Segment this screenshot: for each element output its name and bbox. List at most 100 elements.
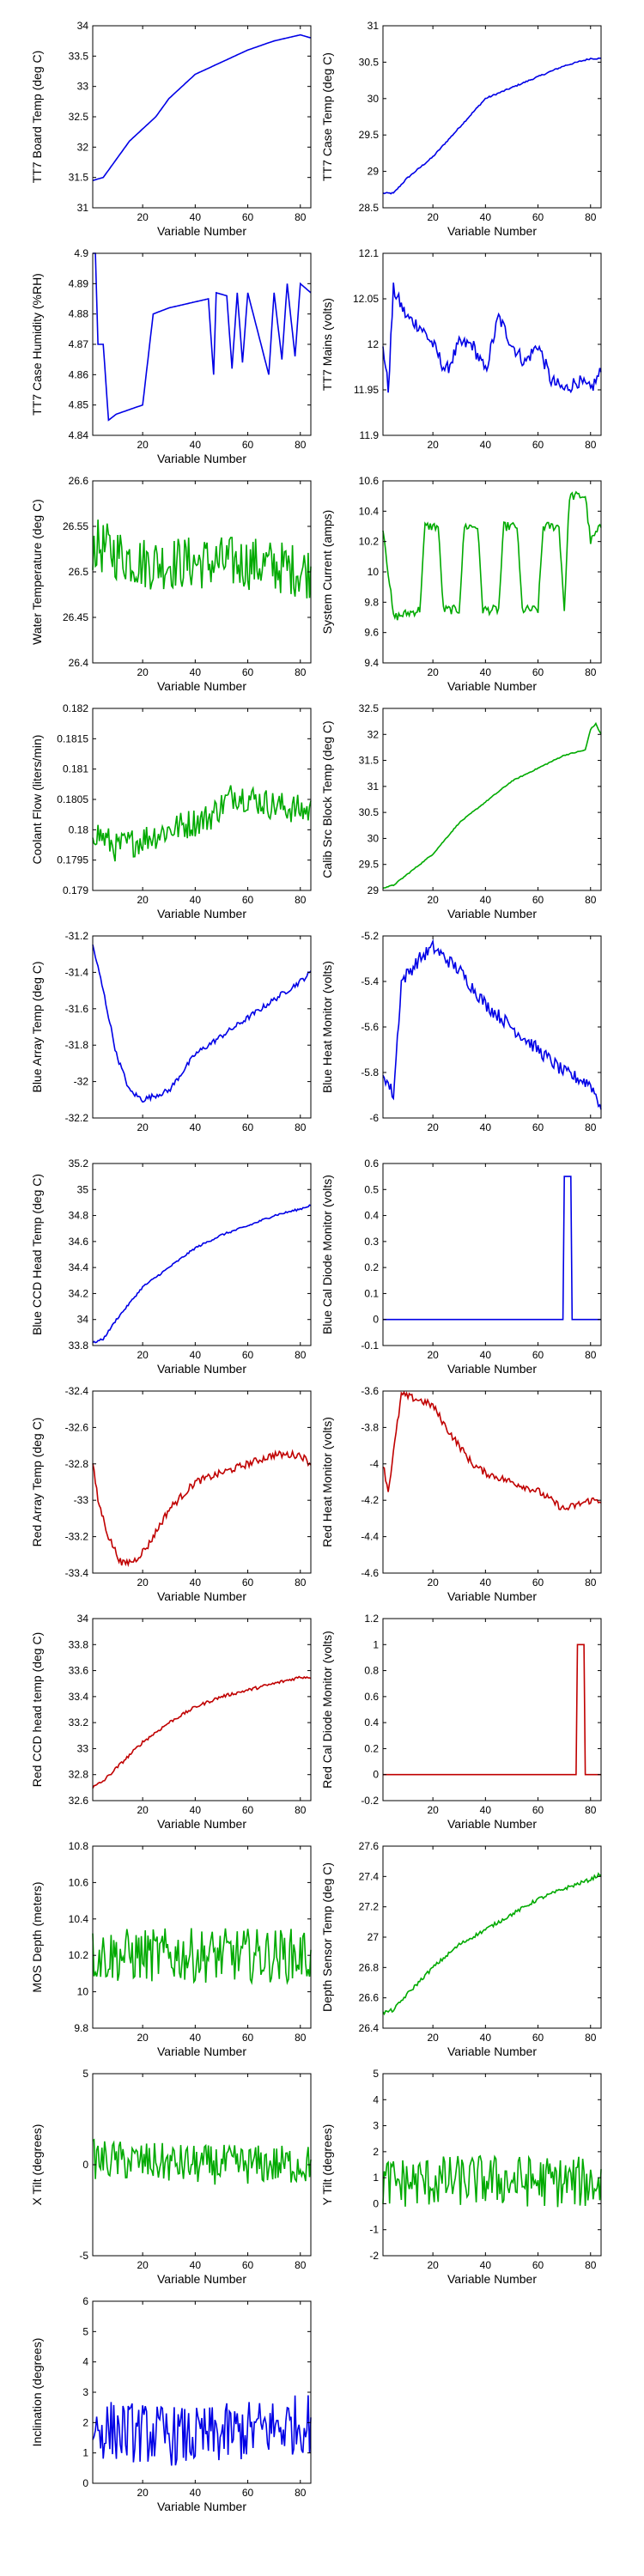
y-tick-label: 12.1 xyxy=(359,247,380,259)
series-line xyxy=(382,721,602,890)
y-tick-label: 34 xyxy=(77,1314,89,1326)
x-tick-label: 20 xyxy=(137,211,149,223)
plot-frame xyxy=(92,2300,312,2484)
x-axis-label: Variable Number xyxy=(157,452,246,465)
y-tick-label: -6 xyxy=(369,1112,379,1124)
y-tick-label: 0.182 xyxy=(63,702,88,714)
y-tick-label: 0.3 xyxy=(364,1236,379,1248)
series-line xyxy=(92,1449,312,1568)
x-tick-label: 20 xyxy=(427,439,439,451)
x-tick-label: 20 xyxy=(137,1804,149,1816)
x-tick-label: 40 xyxy=(480,1121,492,1133)
chart-panel: 20 40 60 80 0.179 0.1795 0.18 0.1805 0.181 0.1815… xyxy=(30,702,312,920)
x-tick-label: 60 xyxy=(532,666,544,678)
x-tick-label: 40 xyxy=(190,2259,202,2271)
x-axis-label: Variable Number xyxy=(157,2044,246,2058)
x-tick-label: 60 xyxy=(242,2032,254,2044)
y-tick-label: -3.8 xyxy=(361,1421,379,1433)
chart-panel: 20 40 60 80 31 31.5 32 32.5 33 33.5 34 Variable Num… xyxy=(30,20,312,238)
plot-frame xyxy=(382,25,602,209)
y-tick-label: 33 xyxy=(77,1742,89,1754)
y-tick-label: 33.8 xyxy=(69,1340,89,1352)
x-tick-label: 60 xyxy=(242,666,254,678)
x-axis-label: Variable Number xyxy=(157,2272,246,2286)
y-tick-label: -31.4 xyxy=(65,966,89,978)
y-tick-label: 32.5 xyxy=(359,702,380,714)
x-tick-label: 80 xyxy=(295,894,307,906)
x-tick-label: 40 xyxy=(190,439,202,451)
x-tick-label: 40 xyxy=(190,1349,202,1361)
y-tick-label: 34.8 xyxy=(69,1210,89,1222)
y-tick-label: 12.05 xyxy=(353,293,379,305)
chart-panel: 20 40 60 80 33.8 34 34.2 34.4 34.6 34.8 35 35.2 Vari… xyxy=(30,1157,312,1376)
x-tick-label: 80 xyxy=(585,439,597,451)
plot-frame xyxy=(382,1163,602,1346)
series-line xyxy=(92,945,312,1103)
series-line xyxy=(92,2395,312,2466)
x-axis-label: Variable Number xyxy=(447,2044,537,2058)
chart-panel: 20 40 60 80 4.84 4.85 4.86 4.87 4.88 4.89 4.9 Varia… xyxy=(30,247,312,465)
y-tick-label: 31.5 xyxy=(69,172,89,184)
x-tick-label: 60 xyxy=(242,1121,254,1133)
x-axis-label: Variable Number xyxy=(447,1589,537,1603)
y-tick-label: 30 xyxy=(368,93,380,105)
x-tick-label: 40 xyxy=(190,666,202,678)
y-tick-label: 0.2 xyxy=(364,1261,379,1273)
y-tick-label: 10.6 xyxy=(69,1876,89,1888)
x-tick-label: 60 xyxy=(242,211,254,223)
chart-panel: 20 40 60 80 -0.2 0 0.2 0.4 0.6 0.8 1 1.2 Variable Nu… xyxy=(320,1613,602,1831)
series-line xyxy=(382,1872,602,2016)
y-tick-label: 26.55 xyxy=(63,520,88,532)
x-tick-label: 80 xyxy=(585,2032,597,2044)
plot-frame xyxy=(92,2073,312,2257)
x-tick-label: 80 xyxy=(295,1349,307,1361)
y-tick-label: 10.2 xyxy=(69,1949,89,1961)
x-tick-label: 20 xyxy=(137,1577,149,1589)
y-tick-label: 31 xyxy=(368,781,380,793)
chart-panel: 20 40 60 80 -0.1 0 0.1 0.2 0.3 0.4 0.5 0.6 Variable … xyxy=(320,1157,602,1376)
x-axis-label: Variable Number xyxy=(447,224,537,238)
y-tick-label: -33.2 xyxy=(65,1531,89,1543)
y-tick-label: 0.2 xyxy=(364,1742,379,1754)
x-tick-label: 60 xyxy=(532,2259,544,2271)
x-tick-label: 20 xyxy=(137,2487,149,2499)
y-tick-label: 34 xyxy=(77,20,89,32)
y-tick-label: 0.1805 xyxy=(57,793,88,805)
y-tick-label: 4.88 xyxy=(69,308,89,320)
y-tick-label: -31.6 xyxy=(65,1003,89,1015)
y-tick-label: 10.4 xyxy=(359,505,380,517)
y-tick-label: -5.6 xyxy=(361,1021,379,1033)
y-tick-label: 0.6 xyxy=(364,1691,379,1703)
y-axis-label: MOS Depth (meters) xyxy=(30,1881,44,1992)
y-tick-label: 33 xyxy=(77,81,89,93)
y-tick-label: 28.5 xyxy=(359,202,380,214)
x-tick-label: 20 xyxy=(427,1577,439,1589)
y-tick-label: 9.8 xyxy=(364,596,379,608)
y-tick-label: -4 xyxy=(369,1458,379,1470)
y-tick-label: 0 xyxy=(82,2477,88,2489)
y-tick-label: 30.5 xyxy=(359,56,380,68)
plot-frame xyxy=(92,25,312,209)
x-tick-label: 80 xyxy=(585,1349,597,1361)
x-tick-label: 40 xyxy=(480,211,492,223)
y-tick-label: 33.5 xyxy=(69,50,89,62)
chart-panel: 20 40 60 80 -4.6 -4.4 -4.2 -4 -3.8 -3.6 Variable N… xyxy=(320,1385,602,1603)
y-tick-label: 3 xyxy=(373,2120,379,2132)
y-tick-label: 10.6 xyxy=(359,475,380,487)
chart-panel: 20 40 60 80 29 29.5 30 30.5 31 31.5 32 32.5 Variable… xyxy=(320,702,602,920)
y-axis-label: Calib Src Block Temp (deg C) xyxy=(320,720,334,878)
x-tick-label: 20 xyxy=(427,2259,439,2271)
y-tick-label: 27.6 xyxy=(359,1840,380,1852)
y-tick-label: 0 xyxy=(373,1769,379,1781)
y-tick-label: -32.6 xyxy=(65,1421,89,1433)
x-tick-label: 40 xyxy=(480,1349,492,1361)
x-tick-label: 20 xyxy=(427,1121,439,1133)
series-line xyxy=(382,939,602,1110)
x-tick-label: 40 xyxy=(480,1804,492,1816)
plot-frame xyxy=(382,2073,602,2257)
y-axis-label: Blue CCD Head Temp (deg C) xyxy=(30,1174,44,1335)
x-tick-label: 60 xyxy=(532,1121,544,1133)
x-tick-label: 20 xyxy=(427,211,439,223)
x-tick-label: 80 xyxy=(585,1804,597,1816)
x-tick-label: 20 xyxy=(427,666,439,678)
